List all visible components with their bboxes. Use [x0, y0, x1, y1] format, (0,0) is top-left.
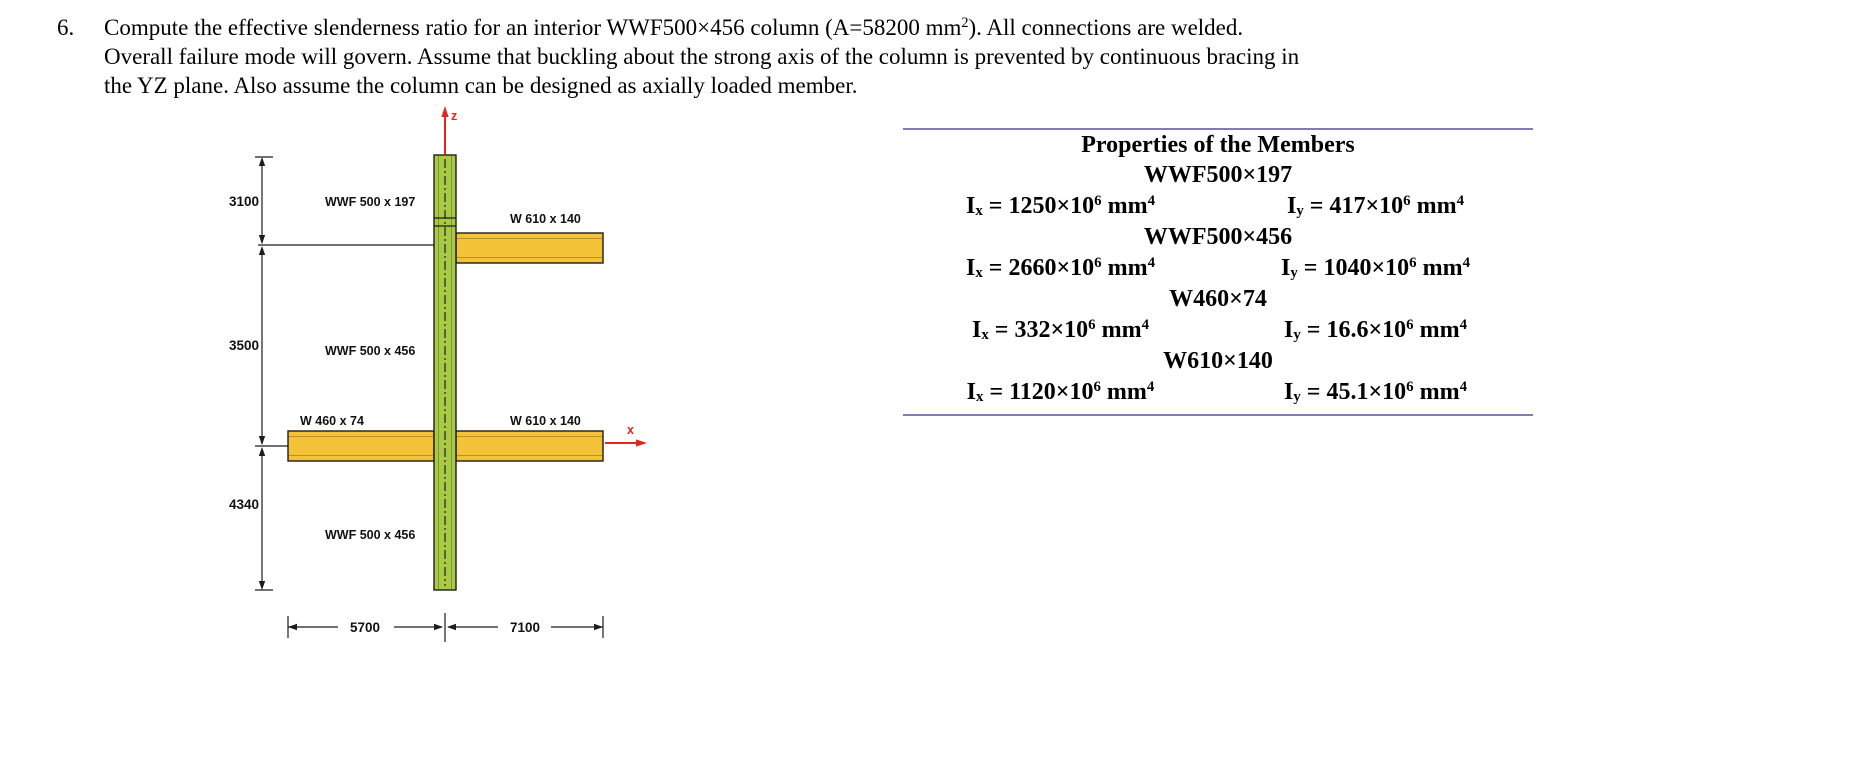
problem-number: 6.	[57, 15, 75, 40]
z-axis-arrowhead	[441, 106, 449, 117]
property-row: Ix = 332×106 mm4 Iy = 16.6×106 mm4	[903, 315, 1533, 346]
problem-text: Compute the effective slenderness ratio …	[104, 13, 1299, 100]
property-row: Ix = 2660×106 mm4 Iy = 1040×106 mm4	[903, 253, 1533, 284]
arrowhead	[258, 581, 266, 590]
section-name-wwf500x197: WWF500×197	[1143, 162, 1293, 188]
property-row: Ix = 1250×106 mm4 Iy = 417×106 mm4	[903, 191, 1533, 222]
properties-panel: Properties of the Members WWF500×197 Ix …	[903, 128, 1533, 416]
dim-label-5700: 5700	[350, 620, 380, 635]
x-axis-arrowhead	[636, 439, 647, 447]
arrowhead	[288, 623, 297, 631]
arrowhead	[258, 235, 266, 244]
section-name-w460x74: W460×74	[1169, 286, 1267, 312]
section-name-w610x140: W610×140	[1163, 348, 1273, 374]
axes: z x	[441, 106, 647, 447]
arrowhead	[258, 246, 266, 255]
x-axis-label: x	[627, 423, 634, 437]
column	[433, 154, 457, 591]
arrowhead	[434, 623, 443, 631]
arrowhead	[258, 157, 266, 166]
ix-value: Ix = 332×106 mm4	[972, 316, 1149, 344]
arrowhead	[258, 436, 266, 445]
arrowhead	[258, 447, 266, 456]
panel-top-rule	[903, 128, 1533, 130]
property-row: Ix = 1120×106 mm4 Iy = 45.1×106 mm4	[903, 377, 1533, 408]
dimension-labels: 3100 3500 4340 5700 7100	[229, 194, 540, 635]
beams	[287, 232, 604, 462]
beam-top-right	[455, 232, 604, 264]
ix-value: Ix = 1120×106 mm4	[966, 378, 1155, 406]
label-column-bottom: WWF 500 x 456	[325, 528, 415, 542]
dim-label-3100: 3100	[229, 194, 259, 209]
label-column-top: WWF 500 x 197	[325, 195, 415, 209]
properties-title: Properties of the Members	[1081, 132, 1355, 158]
iy-value: Iy = 1040×106 mm4	[1281, 254, 1470, 282]
beam-middle-right	[455, 430, 604, 462]
iy-value: Iy = 417×106 mm4	[1287, 192, 1464, 220]
dimension-arrowheads	[258, 157, 603, 631]
dim-label-4340: 4340	[229, 497, 259, 512]
problem-statement: 6. Compute the effective slenderness rat…	[57, 13, 1299, 100]
dim-label-7100: 7100	[510, 620, 540, 635]
problem-line-3: the YZ plane. Also assume the column can…	[104, 73, 858, 98]
label-column-middle: WWF 500 x 456	[325, 344, 415, 358]
iy-value: Iy = 45.1×106 mm4	[1284, 378, 1467, 406]
structure-diagram: z x	[229, 106, 647, 642]
label-beam-middle-right: W 610 x 140	[510, 414, 581, 428]
iy-value: Iy = 16.6×106 mm4	[1284, 316, 1467, 344]
panel-bottom-rule	[903, 414, 1533, 416]
z-axis-label: z	[451, 109, 457, 123]
problem-line-2: Overall failure mode will govern. Assume…	[104, 44, 1300, 69]
ix-value: Ix = 2660×106 mm4	[966, 254, 1155, 282]
arrowhead	[594, 623, 603, 631]
dimension-lines	[255, 156, 604, 642]
label-beam-middle-left: W 460 x 74	[300, 414, 364, 428]
dim-label-3500: 3500	[229, 338, 259, 353]
member-labels: WWF 500 x 197 W 610 x 140 WWF 500 x 456 …	[300, 195, 581, 542]
arrowhead	[447, 623, 456, 631]
problem-line-1: Compute the effective slenderness ratio …	[104, 15, 1244, 40]
section-name-wwf500x456: WWF500×456	[1143, 224, 1293, 250]
beam-middle-left	[287, 430, 435, 462]
ix-value: Ix = 1250×106 mm4	[966, 192, 1155, 220]
label-beam-top-right: W 610 x 140	[510, 212, 581, 226]
